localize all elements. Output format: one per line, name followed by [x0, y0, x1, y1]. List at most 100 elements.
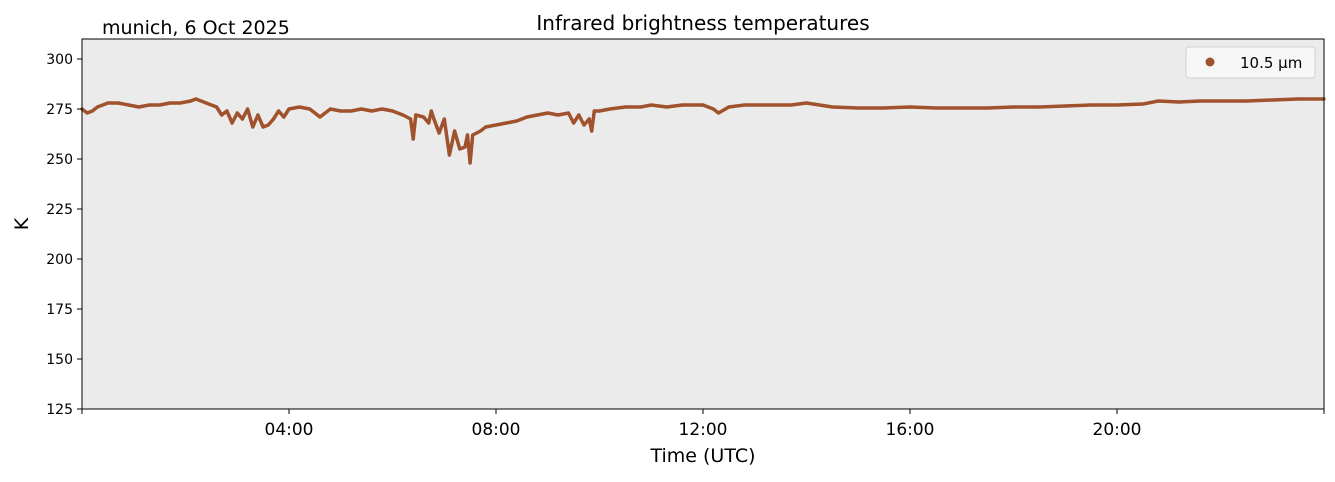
data-point [225, 109, 229, 113]
legend-marker [1205, 57, 1215, 67]
data-point [432, 117, 436, 121]
data-point [251, 125, 255, 129]
x-tick-label: 04:00 [265, 420, 314, 440]
data-point [535, 113, 540, 117]
y-axis-label: K [11, 217, 33, 230]
data-point [742, 103, 747, 107]
x-tick-label: 12:00 [679, 420, 728, 440]
y-tick-label: 175 [46, 302, 73, 318]
data-point [380, 107, 384, 111]
data-point [429, 109, 433, 113]
data-point [339, 109, 343, 113]
data-point [701, 103, 705, 107]
data-point [1270, 98, 1274, 102]
x-axis-label: Time (UTC) [649, 445, 755, 467]
data-point [1244, 99, 1248, 103]
data-point [1218, 99, 1223, 103]
data-point [592, 109, 596, 113]
data-point [137, 105, 141, 109]
data-point [90, 109, 94, 113]
data-point [1198, 99, 1202, 103]
y-tick-label: 225 [46, 202, 73, 218]
data-point [287, 107, 291, 111]
series-group [80, 97, 1326, 165]
data-point [908, 105, 912, 109]
data-point [95, 105, 100, 109]
data-point [106, 101, 110, 105]
data-point [716, 111, 721, 115]
data-point [577, 113, 581, 117]
data-point [261, 125, 265, 129]
data-point [411, 137, 415, 141]
data-point [582, 123, 586, 127]
data-point [328, 107, 332, 111]
data-point [266, 123, 270, 127]
axes-group: 125 150 175 200 225 250 275 300 04:00 08:00 12:00 1… [46, 52, 1325, 440]
data-point [282, 115, 286, 119]
data-point [230, 121, 234, 125]
x-tick-label: 16:00 [886, 420, 935, 440]
data-point [194, 97, 198, 101]
y-tick-label: 150 [46, 352, 73, 368]
data-point [623, 105, 627, 109]
data-point [882, 106, 886, 110]
data-point [204, 101, 208, 105]
data-point [590, 129, 594, 133]
data-point [271, 117, 276, 121]
data-point [494, 123, 498, 127]
data-point [789, 103, 793, 107]
data-point [484, 125, 488, 129]
x-tick-label: 20:00 [1093, 420, 1142, 440]
data-point [608, 107, 612, 111]
data-point [277, 109, 281, 113]
data-point [1177, 100, 1181, 104]
data-point [220, 113, 224, 117]
chart-subtitle: munich, 6 Oct 2025 [102, 17, 290, 39]
data-point [753, 103, 757, 107]
data-point [1011, 105, 1016, 109]
data-point [458, 147, 462, 151]
data-point [1115, 103, 1119, 107]
data-point [427, 121, 431, 125]
data-point [256, 113, 260, 117]
data-point [504, 121, 508, 125]
data-point [437, 131, 441, 135]
data-point [1296, 97, 1300, 101]
data-point [556, 113, 560, 117]
data-point [1063, 104, 1067, 108]
data-point [178, 101, 182, 105]
data-point [768, 103, 772, 107]
data-point [525, 115, 529, 119]
data-point [471, 133, 475, 137]
y-tick-label: 275 [46, 102, 73, 118]
y-tick-label: 250 [46, 152, 73, 168]
data-point [1141, 102, 1145, 106]
data-point [986, 106, 990, 110]
data-point [1089, 103, 1093, 107]
data-point [665, 105, 669, 109]
data-point [421, 115, 426, 119]
data-point [468, 161, 472, 165]
data-point [240, 117, 245, 121]
data-point [116, 101, 120, 105]
y-tick-label: 200 [46, 252, 73, 268]
data-point [189, 99, 193, 103]
data-point [85, 111, 89, 115]
data-point [246, 107, 250, 111]
y-tick-label: 125 [46, 402, 73, 418]
data-point [639, 105, 643, 109]
data-point [370, 109, 374, 113]
data-point [856, 106, 860, 110]
legend: 10.5 µm [1185, 46, 1316, 79]
data-point [318, 115, 322, 119]
data-point [126, 103, 131, 107]
data-point [359, 107, 364, 111]
data-point [804, 101, 809, 105]
data-point [1037, 105, 1041, 109]
data-point [597, 109, 602, 113]
data-point [297, 105, 301, 109]
data-point [409, 117, 413, 121]
data-point [465, 133, 470, 137]
data-point [680, 103, 684, 107]
